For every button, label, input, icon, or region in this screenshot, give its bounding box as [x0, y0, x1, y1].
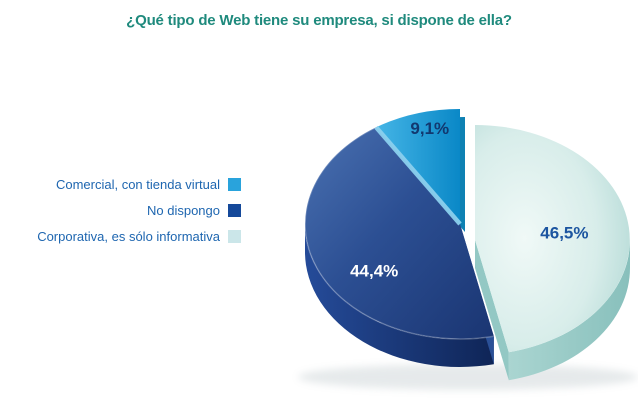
slice-percent-label: 44,4%: [350, 262, 398, 281]
slice-cut-corporativa: [475, 240, 509, 381]
legend-item: Corporativa, es sólo informativa: [0, 227, 241, 245]
slice-edge-highlight-bright: [374, 125, 462, 226]
legend-item: Comercial, con tienda virtual: [0, 175, 241, 193]
chart-legend: Comercial, con tienda virtual No dispong…: [0, 175, 241, 253]
legend-swatch: [228, 177, 241, 191]
slice-percent-label: 9,1%: [410, 119, 449, 138]
slice-top-comercial: [376, 109, 460, 224]
legend-label: Corporativa, es sólo informativa: [37, 228, 220, 244]
pie-shadow: [298, 364, 638, 390]
slice-top-corporativa: [475, 125, 630, 353]
slice-top-no-dispongo: [305, 127, 494, 339]
slice-percent-label: 46,5%: [540, 224, 588, 243]
legend-label: Comercial, con tienda virtual: [55, 176, 220, 192]
slice-side-no-dispongo: [305, 224, 494, 367]
legend-swatch: [228, 203, 241, 217]
legend-label: No dispongo: [147, 202, 220, 218]
chart-title: ¿Qué tipo de Web tiene su empresa, si di…: [126, 12, 512, 29]
legend-swatch: [228, 229, 241, 243]
slice-edge-highlight-dark: [304, 126, 494, 340]
legend-item: No dispongo: [0, 201, 241, 219]
slice-side-corporativa: [508, 240, 630, 381]
